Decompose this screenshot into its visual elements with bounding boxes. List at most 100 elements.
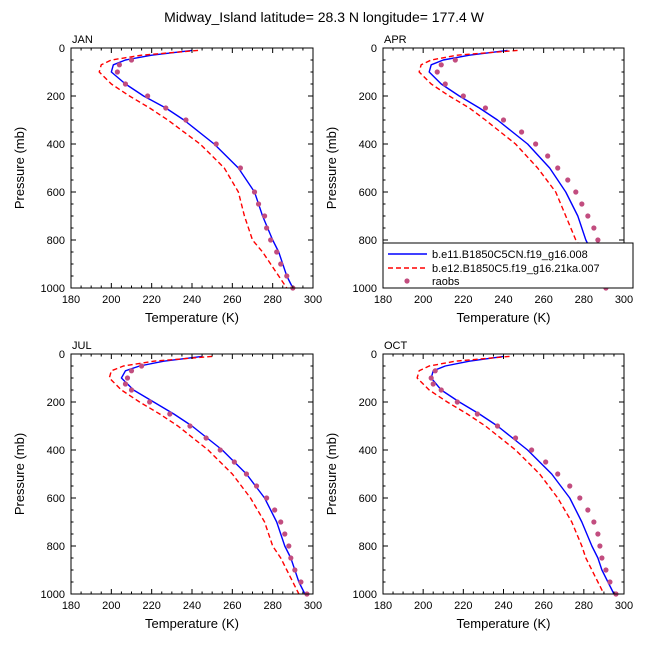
panel-apr-ytick-label-3: 600 bbox=[359, 187, 377, 199]
panel-jul-xtick-label-2: 220 bbox=[142, 600, 160, 612]
panel-jul-raobs-point-5 bbox=[147, 399, 153, 405]
panel-jul-raobs-point-8 bbox=[203, 435, 209, 441]
panel-jan-raobs-point-13 bbox=[268, 237, 274, 243]
panel-jan-xtick-label-4: 260 bbox=[223, 294, 241, 306]
panel-apr-raobs-point-6 bbox=[500, 117, 507, 123]
panel-jul-raobs-point-18 bbox=[288, 555, 294, 561]
panel-jul: 180 200 220 240 260 280 300 0 200 400 600 800 1000 J… bbox=[12, 340, 322, 631]
panel-oct-raobs-point-3 bbox=[438, 387, 444, 393]
legend-marker-raobs bbox=[404, 278, 410, 284]
panel-jul-raobs-point-2 bbox=[124, 375, 131, 381]
panel-apr-raobs-point-14 bbox=[585, 213, 591, 219]
panel-jan-xtick-label-3: 240 bbox=[183, 294, 201, 306]
panel-apr-label: APR bbox=[384, 34, 407, 46]
panel-oct-marks bbox=[416, 355, 619, 597]
panel-jul-ytick-label-3: 600 bbox=[47, 493, 65, 505]
panel-jan-xtick-label-0: 180 bbox=[62, 294, 80, 306]
panel-jan-xlabel: Temperature (K) bbox=[145, 310, 239, 325]
panel-apr-raobs-point-5 bbox=[482, 105, 489, 111]
panel-oct-label: OCT bbox=[384, 340, 408, 352]
panel-apr-xlabel: Temperature (K) bbox=[457, 310, 551, 325]
panel-apr-xtick-label-0: 180 bbox=[374, 294, 392, 306]
panel-jul-raobs-point-3 bbox=[122, 381, 129, 387]
panel-apr-raobs-point-7 bbox=[518, 129, 525, 135]
panel-jul-raobs-point-19 bbox=[292, 567, 298, 573]
panel-oct-raobs-point-16 bbox=[597, 543, 603, 549]
panel-jul-ylabel: Pressure (mb) bbox=[12, 433, 27, 515]
panel-jan-raobs-point-8 bbox=[237, 165, 243, 171]
panel-jul-ytick-label-1: 200 bbox=[47, 397, 65, 409]
panel-jul-raobs-point-0 bbox=[138, 363, 145, 369]
panel-apr-raobs-point-8 bbox=[533, 141, 539, 147]
panel-jan-ytick-label-5: 1000 bbox=[41, 283, 65, 295]
panel-jan-xtick-label-5: 280 bbox=[263, 294, 281, 306]
panel-oct-raobs-point-19 bbox=[607, 579, 613, 585]
panel-apr-raobs-point-1 bbox=[438, 62, 444, 68]
panel-apr-xtick-label-2: 220 bbox=[454, 294, 472, 306]
panel-oct-raobs-point-5 bbox=[474, 411, 480, 417]
panel-oct-xtick-label-0: 180 bbox=[374, 600, 392, 612]
panel-oct-raobs-point-2 bbox=[430, 381, 436, 387]
figure-title: Midway_Island latitude= 28.3 N longitude… bbox=[164, 9, 485, 25]
panel-apr-series-model2-line bbox=[418, 49, 603, 289]
panel-jan-raobs-point-16 bbox=[284, 273, 290, 279]
panel-apr-raobs-point-4 bbox=[460, 93, 466, 99]
panel-jul-series-model1-line bbox=[120, 355, 306, 595]
panel-jan-xtick-label-1: 200 bbox=[102, 294, 120, 306]
panel-apr-raobs-point-15 bbox=[591, 225, 597, 231]
panel-jul-xlabel: Temperature (K) bbox=[145, 616, 239, 631]
panel-jul-raobs-point-15 bbox=[278, 519, 284, 525]
panel-jan-raobs-point-3 bbox=[122, 81, 129, 87]
panel-oct-xtick-label-5: 280 bbox=[575, 600, 593, 612]
panel-jul-raobs-point-9 bbox=[217, 447, 223, 453]
panel-oct-ytick-label-5: 1000 bbox=[353, 589, 377, 601]
legend-label-model2: b.e12.B1850C5.f19_g16.21ka.007 bbox=[432, 263, 600, 275]
panel-jan: 180 200 220 240 260 280 300 0 200 400 600 800 1000 J… bbox=[12, 34, 322, 325]
panel-jan-raobs-point-12 bbox=[264, 225, 270, 231]
panel-jan-series-model2-line bbox=[98, 49, 288, 289]
panel-jan-raobs-point-0 bbox=[128, 57, 135, 63]
panel-jul-raobs-point-10 bbox=[231, 459, 237, 465]
panel-jul-raobs-point-7 bbox=[187, 423, 193, 429]
panel-jan-ytick-label-3: 600 bbox=[47, 187, 65, 199]
panel-apr-raobs-point-3 bbox=[442, 81, 448, 87]
panel-jan-ytick-label-0: 0 bbox=[59, 43, 65, 55]
panel-oct-raobs-point-4 bbox=[454, 399, 460, 405]
panel-apr-raobs-point-0 bbox=[452, 57, 458, 63]
panel-jan-ylabel: Pressure (mb) bbox=[12, 127, 27, 209]
panel-jan-label: JAN bbox=[72, 34, 93, 46]
panel-oct-frame bbox=[382, 353, 625, 595]
panel-apr-xtick-label-5: 280 bbox=[575, 294, 593, 306]
panel-apr-ytick-label-4: 800 bbox=[359, 235, 377, 247]
panel-jul-xtick-label-3: 240 bbox=[183, 600, 201, 612]
panel-jul-ticks: 180 200 220 240 260 280 300 0 200 400 600 800 1000 bbox=[41, 349, 323, 612]
panel-oct-ylabel: Pressure (mb) bbox=[324, 433, 339, 515]
panel-jul-marks bbox=[108, 355, 310, 597]
panel-apr-ytick-label-0: 0 bbox=[371, 43, 377, 55]
panel-jul-raobs-point-11 bbox=[243, 471, 250, 477]
panel-jul-raobs-point-4 bbox=[128, 387, 135, 393]
panel-jul-frame bbox=[70, 353, 314, 595]
panel-oct-raobs-point-12 bbox=[577, 495, 583, 501]
panel-jan-series-model1-line bbox=[110, 49, 294, 289]
panel-oct-raobs-point-9 bbox=[543, 459, 549, 465]
panel-jan-raobs-point-9 bbox=[251, 189, 258, 195]
panel-apr-raobs-point-11 bbox=[565, 177, 571, 183]
panel-oct-xtick-label-3: 240 bbox=[494, 600, 512, 612]
panel-oct-ticks: 180 200 220 240 260 280 300 0 200 400 600 800 1000 bbox=[353, 349, 634, 612]
panel-jul-ytick-label-0: 0 bbox=[59, 349, 65, 361]
panel-jul-xtick-label-6: 300 bbox=[304, 600, 322, 612]
panel-oct-raobs-point-14 bbox=[591, 519, 597, 525]
panel-oct: 180 200 220 240 260 280 300 0 200 400 600 800 1000 O… bbox=[324, 340, 633, 631]
panel-jan-ytick-label-2: 400 bbox=[47, 139, 65, 151]
panel-jul-raobs-point-17 bbox=[286, 543, 292, 549]
panel-jan-raobs-point-5 bbox=[163, 105, 169, 111]
panel-jan-xtick-label-2: 220 bbox=[142, 294, 160, 306]
panel-jul-ytick-label-4: 800 bbox=[47, 541, 65, 553]
panel-oct-xtick-label-2: 220 bbox=[454, 600, 472, 612]
legend: b.e11.B1850C5CN.f19_g16.008 b.e12.B1850C… bbox=[382, 242, 634, 289]
panel-jul-ytick-label-2: 400 bbox=[47, 445, 65, 457]
panel-jan-ytick-label-4: 800 bbox=[47, 235, 65, 247]
panel-apr-xtick-label-4: 260 bbox=[534, 294, 552, 306]
panel-jan-raobs-point-6 bbox=[183, 117, 189, 123]
